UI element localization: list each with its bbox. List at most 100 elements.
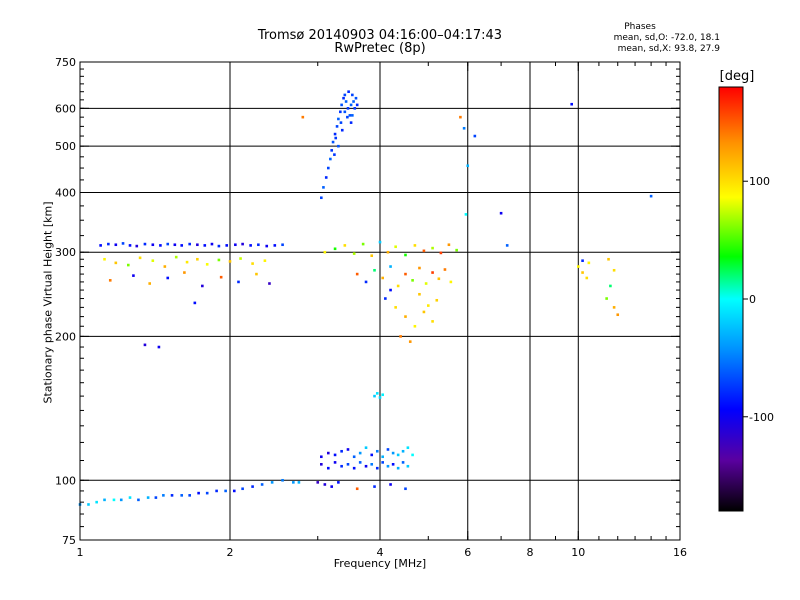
data-point <box>394 245 397 249</box>
data-point <box>352 252 356 255</box>
data-point <box>473 134 477 138</box>
data-point <box>346 107 350 110</box>
data-point <box>316 481 320 484</box>
data-point <box>119 498 123 502</box>
data-point <box>270 481 274 484</box>
data-point <box>95 500 98 504</box>
data-point <box>408 340 412 343</box>
data-point <box>260 483 264 486</box>
data-point <box>159 244 162 247</box>
data-point <box>107 242 110 246</box>
data-point <box>224 489 227 493</box>
data-point <box>215 489 218 493</box>
data-point <box>180 494 184 497</box>
y-tick-label: 500 <box>55 140 76 153</box>
data-point <box>170 494 174 497</box>
data-point <box>607 257 610 261</box>
data-point <box>370 254 374 258</box>
data-point <box>330 485 334 488</box>
data-point <box>108 279 112 282</box>
data-point <box>228 260 232 263</box>
data-point <box>174 255 178 259</box>
data-point <box>605 297 608 300</box>
y-tick-label: 750 <box>55 56 76 69</box>
data-point <box>340 128 344 132</box>
data-point <box>333 461 337 464</box>
colorbar <box>718 86 744 512</box>
data-point <box>333 153 336 156</box>
data-point <box>358 461 362 464</box>
data-point <box>343 244 347 247</box>
stats-o-line: mean, sd,O: -72.0, 18.1 <box>613 33 720 43</box>
y-tick-label: 300 <box>55 246 76 259</box>
data-point <box>373 268 376 272</box>
stats-x-line: mean, sd,X: 93.8, 27.9 <box>617 44 720 54</box>
stats-header: Phases <box>624 22 656 32</box>
data-point <box>353 107 357 110</box>
data-point <box>576 265 580 268</box>
data-point <box>143 242 147 246</box>
data-point <box>386 464 390 468</box>
data-point <box>281 478 284 482</box>
data-point <box>344 100 348 103</box>
data-point <box>320 463 323 466</box>
data-point <box>323 250 327 254</box>
data-point <box>249 244 252 247</box>
data-point <box>352 100 355 103</box>
data-point <box>237 280 240 284</box>
data-point <box>234 243 237 247</box>
data-point <box>132 274 135 277</box>
data-point <box>138 256 142 260</box>
data-point <box>355 272 359 276</box>
data-point <box>355 487 359 491</box>
data-point <box>413 244 417 247</box>
data-point <box>418 292 421 296</box>
data-point <box>320 196 323 200</box>
data-point <box>241 487 244 491</box>
data-point <box>340 103 343 107</box>
data-point <box>180 244 184 247</box>
data-point <box>273 244 277 247</box>
data-point <box>462 126 466 130</box>
data-point <box>103 257 106 261</box>
data-point <box>239 257 242 260</box>
data-point <box>114 243 118 247</box>
data-point <box>241 242 244 246</box>
data-point <box>375 466 379 470</box>
data-point <box>585 276 589 280</box>
data-point <box>449 280 453 284</box>
data-point <box>435 298 439 302</box>
data-point <box>339 121 343 124</box>
data-point <box>404 487 407 491</box>
data-point <box>351 114 354 117</box>
data-point <box>422 249 426 253</box>
data-point <box>466 164 470 168</box>
data-point <box>188 242 191 246</box>
data-point <box>333 132 337 136</box>
data-point <box>406 446 410 449</box>
data-point <box>609 284 612 288</box>
data-point <box>265 244 269 248</box>
data-point <box>349 103 353 107</box>
data-point <box>581 259 584 262</box>
data-point <box>354 96 358 100</box>
grid-lines <box>80 62 680 540</box>
data-point <box>351 93 354 97</box>
x-tick-label: 6 <box>464 546 471 559</box>
data-point <box>455 248 458 252</box>
data-point <box>340 449 343 453</box>
data-point <box>424 282 428 285</box>
colorbar-tick-label: 100 <box>749 175 770 188</box>
data-point <box>154 496 158 499</box>
data-point <box>406 464 410 468</box>
data-point <box>439 251 443 255</box>
data-point <box>404 315 407 318</box>
data-point <box>166 242 170 246</box>
data-point <box>114 261 118 265</box>
data-point <box>327 466 330 470</box>
data-point <box>346 115 349 119</box>
data-point <box>257 243 260 247</box>
data-point <box>581 271 584 274</box>
data-point <box>232 489 236 493</box>
